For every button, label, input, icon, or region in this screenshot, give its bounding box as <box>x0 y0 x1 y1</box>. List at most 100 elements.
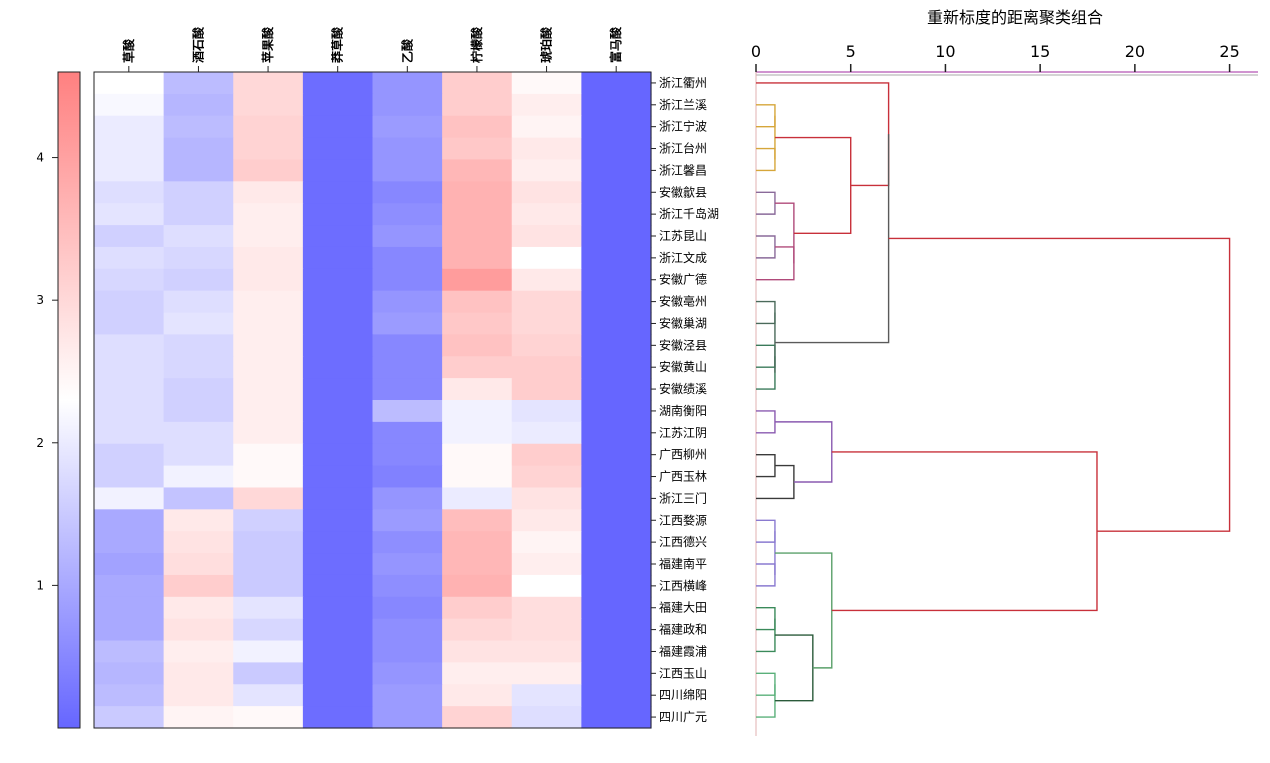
row-label: 福建政和 <box>659 622 707 637</box>
heatmap-cell <box>511 356 582 379</box>
heatmap-cell <box>511 706 582 729</box>
heatmap-cell <box>94 684 165 707</box>
row-label: 湖南衡阳 <box>659 403 707 418</box>
heatmap-cell <box>163 312 234 335</box>
heatmap-cell <box>442 531 513 554</box>
row-label: 浙江文成 <box>659 250 707 265</box>
heatmap-cell <box>94 574 165 598</box>
heatmap-cell <box>94 312 165 335</box>
heatmap-cell <box>581 312 652 335</box>
dendrogram-link <box>774 136 852 234</box>
heatmap-cell <box>581 181 652 204</box>
dendrogram-link <box>774 202 795 264</box>
heatmap-cell <box>442 159 513 182</box>
colorbar: 1 2 3 4 <box>36 71 81 729</box>
dendrogram-link <box>756 618 776 653</box>
heatmap-cell <box>163 159 234 182</box>
heatmap-cell <box>163 378 234 401</box>
heatmap-cell <box>372 93 443 117</box>
heatmap-cell <box>372 312 443 335</box>
dendrogram-link <box>756 563 776 587</box>
heatmap-cell <box>163 531 234 554</box>
dendrogram-links <box>756 82 1231 718</box>
heatmap-cell <box>442 443 513 467</box>
heatmap-cell <box>511 115 582 139</box>
heatmap-cell <box>372 509 443 532</box>
row-label: 四川广元 <box>659 710 707 724</box>
heatmap-cell <box>163 640 234 663</box>
row-label: 浙江千岛湖 <box>659 206 719 221</box>
heatmap-cell <box>511 531 582 554</box>
column-label: 莽草酸 <box>330 26 345 64</box>
heatmap-cell <box>442 684 513 707</box>
heatmap-cell <box>302 356 374 379</box>
heatmap-cell <box>302 268 374 292</box>
column-label: 富马酸 <box>608 26 623 63</box>
heatmap-cell <box>372 596 443 620</box>
heatmap-cell <box>442 378 513 401</box>
heatmap-cell <box>233 640 304 663</box>
dendrogram-tick-label: 10 <box>935 42 955 61</box>
heatmap-cell <box>233 225 304 248</box>
dendrogram-axis: 0 5 10 15 20 25 <box>751 42 1258 736</box>
heatmap-cell <box>511 596 582 620</box>
heatmap-cell <box>233 706 304 729</box>
heatmap-cell <box>442 640 513 663</box>
heatmap-cell <box>233 662 304 685</box>
heatmap-cell <box>233 290 304 314</box>
heatmap-cell <box>302 72 374 95</box>
heatmap-cell <box>233 574 304 598</box>
heatmap-cell <box>372 268 443 292</box>
heatmap-cell <box>511 574 582 598</box>
row-label: 安徽黄山 <box>659 359 707 374</box>
heatmap-cell <box>581 706 652 729</box>
heatmap-cell <box>581 115 652 139</box>
colorbar-gradient <box>57 71 81 729</box>
heatmap-row-labels: 浙江衢州浙江兰溪浙江宁波浙江台州浙江馨昌安徽歙县浙江千岛湖江苏昆山浙江文成安徽广… <box>651 76 719 724</box>
dendrogram-tick-label: 15 <box>1030 42 1050 61</box>
heatmap-cell <box>372 421 443 445</box>
heatmap-cell <box>163 662 234 685</box>
row-label: 安徽泾县 <box>659 337 707 352</box>
heatmap-cell <box>94 421 165 445</box>
heatmap-cell <box>511 246 582 270</box>
heatmap-cell <box>442 421 513 445</box>
heatmap-cell <box>94 290 165 314</box>
heatmap: 草酸 酒石酸 苹果酸 莽草酸 乙酸 柠檬酸 琥珀酸 富马酸 浙江衢州浙江兰溪浙江宁波浙江台州浙… <box>93 26 719 729</box>
heatmap-cell <box>233 181 304 204</box>
heatmap-cell <box>302 531 374 554</box>
heatmap-cell <box>302 93 374 117</box>
heatmap-cell <box>581 662 652 685</box>
heatmap-frame <box>93 71 652 729</box>
heatmap-cell <box>511 268 582 292</box>
heatmap-cell <box>511 487 582 510</box>
heatmap-cell <box>233 684 304 707</box>
row-label: 江苏江阴 <box>659 426 707 440</box>
heatmap-cell <box>163 487 234 510</box>
heatmap-cell <box>442 268 513 292</box>
heatmap-cell <box>442 618 513 642</box>
heatmap-cell <box>302 509 374 532</box>
heatmap-cell <box>511 203 582 226</box>
column-label: 苹果酸 <box>260 26 275 63</box>
row-label: 广西柳州 <box>659 448 707 462</box>
dendrogram-link <box>756 235 776 259</box>
dendrogram-link <box>756 300 776 325</box>
heatmap-cells <box>94 72 652 729</box>
heatmap-cell <box>442 509 513 532</box>
heatmap-cell <box>94 72 165 95</box>
heatmap-cell <box>94 137 165 161</box>
heatmap-cell <box>372 159 443 182</box>
heatmap-cell <box>163 137 234 161</box>
heatmap-cell <box>233 72 304 95</box>
row-label: 福建大田 <box>659 600 707 615</box>
column-label: 琥珀酸 <box>539 26 554 63</box>
heatmap-cell <box>372 618 443 642</box>
heatmap-cell <box>163 443 234 467</box>
row-label: 浙江衢州 <box>659 76 707 90</box>
heatmap-cell <box>94 225 165 248</box>
heatmap-cell <box>233 421 304 445</box>
column-label: 草酸 <box>121 38 136 63</box>
heatmap-cell <box>94 268 165 292</box>
heatmap-cell <box>442 312 513 335</box>
